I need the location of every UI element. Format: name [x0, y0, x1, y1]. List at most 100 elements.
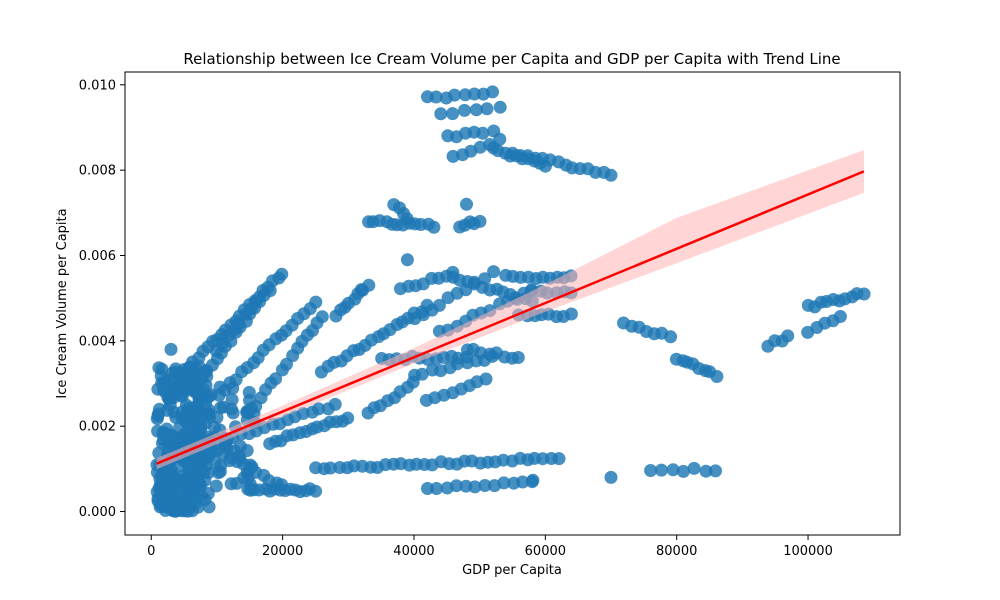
data-point [430, 482, 443, 495]
x-tick-label: 0 [147, 544, 155, 559]
data-point [275, 267, 289, 281]
data-point [224, 477, 238, 491]
data-point [469, 103, 483, 117]
data-point [328, 397, 342, 411]
data-point [213, 465, 227, 478]
data-point [434, 107, 448, 121]
data-point [173, 421, 187, 434]
confidence-band [156, 150, 864, 470]
data-point [195, 454, 209, 468]
data-point [511, 351, 525, 364]
data-point [458, 103, 471, 117]
data-point [157, 482, 170, 496]
data-point [188, 480, 202, 494]
x-tick-label: 100000 [783, 544, 833, 559]
data-point [655, 463, 668, 477]
data-point [480, 102, 494, 116]
y-axis: 0.000 0.002 0.004 0.006 0.008 0.010 [79, 78, 125, 520]
data-point [354, 283, 368, 297]
data-point [450, 357, 464, 371]
x-tick-label: 60000 [525, 544, 566, 559]
plot-area [150, 85, 871, 518]
data-point [421, 482, 434, 495]
data-point [194, 420, 208, 434]
y-tick-label: 0.006 [79, 249, 116, 264]
x-tick-label: 40000 [393, 544, 434, 559]
y-tick-label: 0.008 [79, 164, 116, 179]
data-point [857, 287, 871, 301]
data-point [497, 476, 511, 490]
data-point [432, 298, 446, 312]
data-point [232, 317, 246, 331]
data-point [249, 295, 263, 309]
data-point [486, 85, 499, 99]
data-point [525, 475, 539, 489]
data-point [415, 367, 429, 381]
data-point [604, 470, 618, 484]
data-point [341, 411, 355, 425]
data-point [644, 464, 658, 477]
plot-frame [124, 71, 901, 536]
data-point [192, 393, 206, 407]
data-point [478, 479, 492, 492]
chart-title: Relationship between Ice Cream Volume pe… [183, 50, 840, 68]
data-point [315, 310, 329, 324]
data-point [275, 478, 289, 492]
data-point [269, 372, 283, 386]
data-point [467, 87, 481, 101]
data-point [233, 439, 247, 453]
data-point [162, 501, 176, 514]
data-point [479, 372, 493, 386]
data-point [468, 480, 482, 494]
data-point [157, 426, 171, 440]
data-point [446, 107, 460, 121]
x-tick-label: 20000 [262, 544, 303, 559]
x-tick-label: 80000 [656, 544, 697, 559]
data-point [164, 342, 178, 356]
data-point [184, 410, 198, 423]
data-point [493, 100, 507, 114]
data-point [240, 405, 254, 419]
data-point [427, 220, 441, 234]
data-point [676, 464, 690, 478]
trend-line [156, 170, 865, 465]
x-axis: 0 20000 40000 60000 80000 100000 [147, 535, 833, 559]
data-point [400, 212, 414, 226]
data-point [699, 464, 713, 478]
data-point [449, 479, 463, 493]
y-tick-label: 0.010 [79, 78, 116, 93]
data-point [516, 475, 530, 489]
y-tick-label: 0.000 [79, 505, 116, 520]
data-point [604, 168, 618, 182]
data-point [487, 265, 501, 279]
data-point [157, 384, 171, 398]
y-axis-title: Ice Cream Volume per Capita [55, 208, 70, 398]
data-point [155, 362, 169, 376]
data-point [473, 214, 487, 228]
data-point [225, 393, 239, 407]
data-point [552, 452, 566, 466]
data-point [710, 370, 724, 383]
x-axis-title: GDP per Capita [462, 563, 562, 578]
data-point [217, 400, 230, 414]
data-point [709, 464, 722, 478]
data-point [166, 488, 180, 502]
data-point [309, 295, 323, 309]
data-point [400, 253, 414, 267]
y-tick-label: 0.002 [79, 420, 116, 435]
data-point [151, 494, 165, 508]
data-point [309, 484, 323, 498]
data-point [175, 389, 189, 403]
data-point [160, 403, 174, 417]
data-point [201, 466, 215, 480]
data-point [429, 90, 443, 104]
data-point [312, 402, 326, 416]
data-point [781, 329, 795, 343]
data-point [207, 420, 221, 434]
data-point [476, 126, 490, 140]
data-point [687, 461, 701, 475]
data-point [448, 88, 461, 102]
data-point [182, 500, 196, 514]
